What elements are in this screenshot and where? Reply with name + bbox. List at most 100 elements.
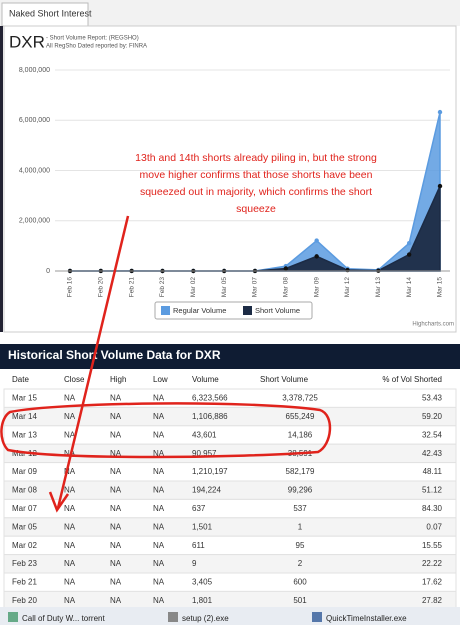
table-cell: NA: [110, 541, 122, 550]
annotation: squeezed out in majority, which confirms…: [140, 186, 372, 198]
column-header[interactable]: % of Vol Shorted: [382, 375, 442, 384]
point: [345, 267, 350, 273]
tab-label[interactable]: Naked Short Interest: [9, 8, 92, 18]
column-header[interactable]: Volume: [192, 375, 219, 384]
annotation: move higher confirms that those shorts h…: [140, 169, 373, 181]
table-cell: 194,224: [192, 486, 221, 495]
column-header-row: [4, 370, 456, 389]
point: [406, 252, 412, 257]
table-cell: NA: [153, 449, 165, 458]
table-cell: 1: [298, 522, 303, 531]
table-cell: Feb 21: [12, 578, 37, 587]
table-cell: 600: [293, 578, 307, 587]
credit: Highcharts.com: [412, 322, 454, 328]
legend-swatch[interactable]: [161, 306, 170, 315]
x-tick-label: Mar 08: [283, 277, 290, 298]
taskbar-item[interactable]: setup (2).exe: [182, 614, 229, 623]
legend-label[interactable]: Regular Volume: [173, 306, 226, 315]
table-cell: NA: [153, 430, 165, 439]
x-tick-label: Mar 07: [252, 277, 259, 298]
table-cell: NA: [64, 596, 76, 605]
table-cell: 3,378,725: [282, 394, 318, 403]
table-cell: 501: [293, 596, 307, 605]
table-cell: 84.30: [422, 504, 443, 513]
table-cell: NA: [153, 541, 165, 550]
taskbar-icon[interactable]: [168, 612, 178, 622]
table-cell: Mar 14: [12, 412, 37, 421]
table-cell: NA: [153, 596, 165, 605]
table-cell: NA: [110, 486, 122, 495]
table-cell: NA: [64, 541, 76, 550]
table-cell: 43,601: [192, 430, 217, 439]
table-cell: 611: [192, 541, 205, 550]
taskbar-item[interactable]: Call of Duty W... torrent: [22, 614, 105, 623]
chart-title: DXR: [9, 32, 45, 51]
chart-subtitle: - Short Volume Report: (REGSHO): [46, 36, 139, 42]
point: [437, 109, 443, 115]
chart-panel: [3, 25, 457, 333]
column-header[interactable]: Short Volume: [260, 375, 309, 384]
x-tick-label: Mar 14: [406, 277, 413, 298]
point: [406, 240, 412, 246]
table-cell: 1,801: [192, 596, 213, 605]
table-cell: Feb 23: [12, 559, 37, 568]
table-cell: NA: [153, 559, 165, 568]
taskbar-item[interactable]: QuickTimeInstaller.exe: [326, 614, 407, 623]
taskbar: [0, 607, 460, 625]
x-tick-label: Mar 12: [344, 277, 351, 298]
legend-swatch[interactable]: [243, 306, 252, 315]
table-cell: NA: [64, 578, 76, 587]
table-cell: NA: [153, 522, 165, 531]
column-header[interactable]: Low: [153, 375, 168, 384]
table-cell: Mar 05: [12, 522, 37, 531]
table-cell: 2: [298, 559, 303, 568]
table-cell: 637: [192, 504, 206, 513]
table-cell: 537: [293, 504, 307, 513]
table-cell: NA: [153, 394, 165, 403]
table-cell: NA: [64, 467, 76, 476]
panel-edge: [0, 26, 3, 332]
table-cell: 95: [296, 541, 305, 550]
x-tick-label: Mar 15: [437, 277, 444, 298]
table-cell: NA: [64, 559, 76, 568]
y-tick-label: 8,000,000: [19, 67, 50, 74]
table-cell: NA: [110, 394, 122, 403]
table-cell: Feb 20: [12, 596, 37, 605]
table-cell: 1,210,197: [192, 467, 228, 476]
table-cell: NA: [153, 412, 165, 421]
taskbar-icon[interactable]: [8, 612, 18, 622]
x-tick-label: Mar 05: [221, 277, 228, 298]
table-cell: 22.22: [422, 559, 443, 568]
annotation: squeeze: [236, 203, 276, 215]
table-cell: 15.55: [422, 541, 443, 550]
table-cell: 99,296: [288, 486, 313, 495]
point: [314, 254, 319, 259]
table-cell: 32.54: [422, 430, 443, 439]
y-tick-label: 6,000,000: [19, 117, 50, 124]
table-cell: NA: [110, 430, 122, 439]
table-cell: 42.43: [422, 449, 443, 458]
table-cell: NA: [64, 430, 76, 439]
table-cell: NA: [110, 522, 122, 531]
table-cell: 582,179: [286, 467, 315, 476]
y-tick-label: 0: [46, 268, 50, 275]
table-cell: 90,957: [192, 449, 217, 458]
table-cell: NA: [64, 412, 76, 421]
table-cell: 53.43: [422, 394, 443, 403]
column-header[interactable]: High: [110, 375, 126, 384]
red-oval: [0, 402, 332, 459]
point: [314, 238, 319, 243]
table-cell: 51.12: [422, 486, 443, 495]
column-header[interactable]: Date: [12, 375, 29, 384]
table-cell: Mar 13: [12, 430, 37, 439]
table-cell: NA: [64, 486, 76, 495]
legend-label[interactable]: Short Volume: [255, 306, 300, 315]
column-header[interactable]: Close: [64, 375, 85, 384]
table-cell: NA: [110, 578, 122, 587]
table: Date Close High Low Volume Short Volume % of V…: [3, 370, 457, 611]
table-cell: NA: [110, 504, 122, 513]
taskbar-icon[interactable]: [312, 612, 322, 622]
x-tick-label: Feb 23: [159, 277, 166, 298]
